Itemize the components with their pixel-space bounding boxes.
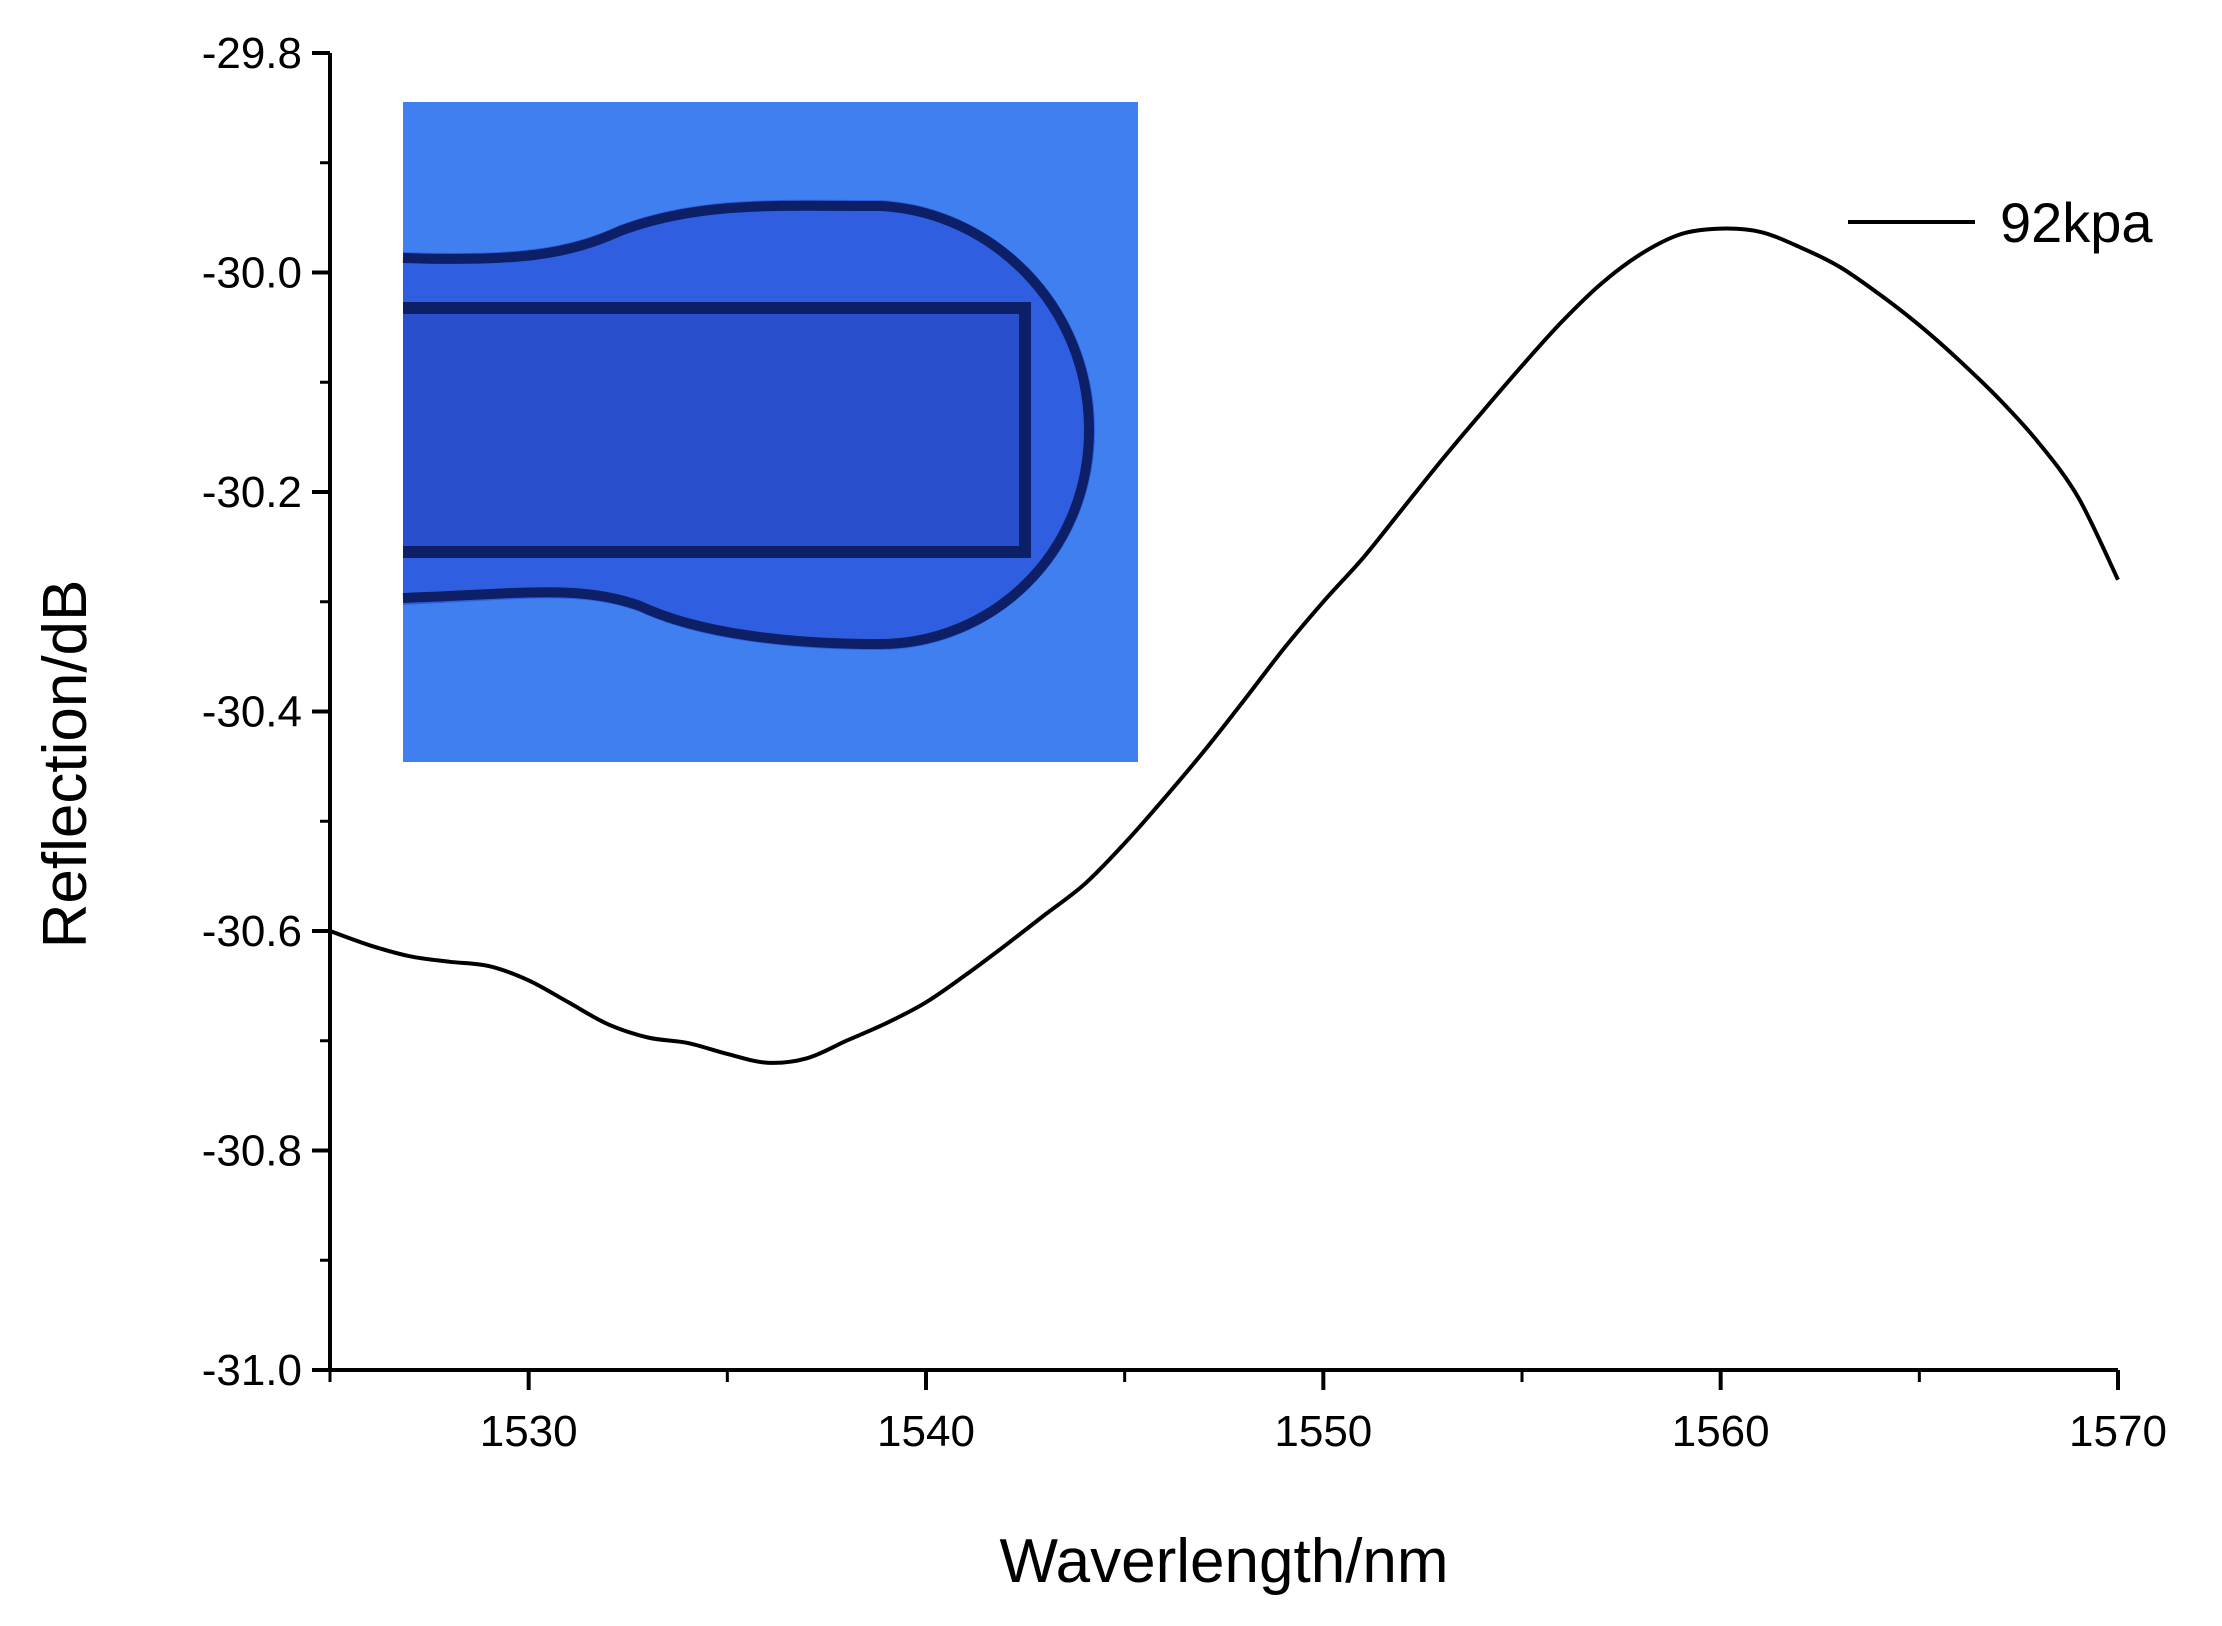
plot-area [329, 226, 2120, 1065]
legend-label: 92kpa [2000, 191, 2153, 254]
legend: 92kpa [1848, 191, 2153, 254]
x-tick-label: 1530 [480, 1407, 578, 1456]
y-tick-label: -30.8 [202, 1127, 302, 1176]
series-line-92kpa [329, 226, 2120, 1065]
inset-micrograph [402, 102, 1138, 762]
inset-fiber-edge-top [402, 200, 1094, 431]
y-tick-label: -30.2 [202, 468, 302, 517]
inset-fiber-edge-bottom [402, 429, 1094, 650]
y-axis-title: Reflection/dB [31, 580, 100, 949]
y-tick-label: -30.6 [202, 907, 302, 956]
y-tick-label: -30.4 [202, 688, 302, 737]
y-tick-label: -31.0 [202, 1346, 302, 1395]
x-tick-label: 1550 [1274, 1407, 1372, 1456]
inset-fiber-core [403, 308, 1025, 552]
inset-core-edge [403, 302, 1031, 558]
ticks: 1530 1540 1550 1560 1570 -31.0 -30.8 -30.6 -30.4… [202, 29, 2167, 1456]
y-tick-label: -30.0 [202, 249, 302, 298]
y-tick-label: -29.8 [202, 29, 302, 78]
x-tick-label: 1570 [2069, 1407, 2167, 1456]
x-tick-label: 1560 [1672, 1407, 1770, 1456]
x-tick-label: 1540 [877, 1407, 975, 1456]
x-axis-title: Waverlength/nm [999, 1527, 1448, 1596]
